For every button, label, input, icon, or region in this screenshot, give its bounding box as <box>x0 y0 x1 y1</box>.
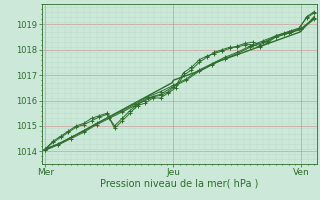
X-axis label: Pression niveau de la mer( hPa ): Pression niveau de la mer( hPa ) <box>100 179 258 189</box>
